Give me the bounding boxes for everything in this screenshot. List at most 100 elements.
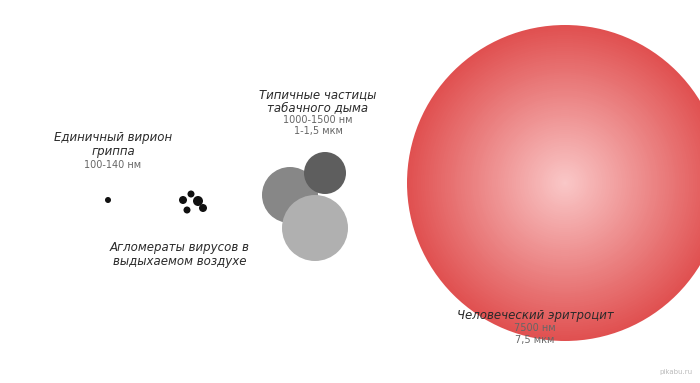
Text: pikabu.ru: pikabu.ru xyxy=(660,369,693,375)
Text: 7500 нм: 7500 нм xyxy=(514,323,556,333)
Text: Агломераты вирусов в: Агломераты вирусов в xyxy=(110,242,250,254)
Circle shape xyxy=(179,196,187,204)
Circle shape xyxy=(528,146,603,221)
Circle shape xyxy=(492,110,638,256)
Circle shape xyxy=(425,43,700,323)
Circle shape xyxy=(451,69,680,298)
Text: 7,5 мкм: 7,5 мкм xyxy=(515,335,554,345)
Circle shape xyxy=(474,92,656,274)
Circle shape xyxy=(444,62,685,303)
Circle shape xyxy=(417,35,700,331)
Circle shape xyxy=(428,47,700,319)
Circle shape xyxy=(517,136,612,231)
Circle shape xyxy=(563,181,567,185)
Text: гриппа: гриппа xyxy=(91,146,135,159)
Circle shape xyxy=(494,112,636,254)
Circle shape xyxy=(557,175,573,191)
Circle shape xyxy=(551,169,579,197)
Circle shape xyxy=(476,94,654,272)
Circle shape xyxy=(430,49,699,317)
Circle shape xyxy=(553,171,577,195)
Circle shape xyxy=(496,114,634,252)
Circle shape xyxy=(183,206,190,213)
Circle shape xyxy=(193,196,203,206)
Circle shape xyxy=(433,51,697,315)
Circle shape xyxy=(447,64,683,301)
Text: Единичный вирион: Единичный вирион xyxy=(54,131,172,144)
Circle shape xyxy=(516,134,615,232)
Circle shape xyxy=(413,31,700,335)
Text: 1-1,5 мкм: 1-1,5 мкм xyxy=(293,126,342,136)
Circle shape xyxy=(421,39,700,327)
Circle shape xyxy=(188,190,195,198)
Circle shape xyxy=(423,41,700,325)
Circle shape xyxy=(470,88,660,278)
Circle shape xyxy=(440,59,690,308)
Circle shape xyxy=(526,144,605,223)
Circle shape xyxy=(498,116,632,250)
Circle shape xyxy=(538,155,593,211)
Circle shape xyxy=(482,100,648,266)
Circle shape xyxy=(473,90,658,276)
Circle shape xyxy=(478,96,652,270)
Circle shape xyxy=(415,33,700,333)
Circle shape xyxy=(480,98,650,268)
Circle shape xyxy=(439,57,692,309)
Circle shape xyxy=(437,55,694,311)
Circle shape xyxy=(519,137,610,228)
Circle shape xyxy=(282,195,348,261)
Circle shape xyxy=(484,102,646,264)
Circle shape xyxy=(456,74,673,291)
Circle shape xyxy=(543,161,587,205)
Text: Типичные частицы: Типичные частицы xyxy=(259,88,377,101)
Circle shape xyxy=(555,173,575,193)
Circle shape xyxy=(504,122,626,244)
Circle shape xyxy=(510,128,620,238)
Circle shape xyxy=(508,126,622,240)
Circle shape xyxy=(502,120,628,246)
Circle shape xyxy=(533,151,596,214)
Circle shape xyxy=(541,159,589,207)
Circle shape xyxy=(500,118,630,248)
Circle shape xyxy=(427,45,700,321)
Circle shape xyxy=(486,104,644,262)
Circle shape xyxy=(561,179,569,187)
Circle shape xyxy=(539,157,591,209)
Circle shape xyxy=(409,27,700,339)
Circle shape xyxy=(419,37,700,329)
Circle shape xyxy=(466,84,664,282)
Circle shape xyxy=(464,82,666,284)
Circle shape xyxy=(452,70,678,296)
Circle shape xyxy=(462,80,668,286)
Circle shape xyxy=(442,61,687,306)
Circle shape xyxy=(490,108,640,258)
Circle shape xyxy=(262,167,318,223)
Text: выдыхаемом воздухе: выдыхаемом воздухе xyxy=(113,254,246,267)
Circle shape xyxy=(304,152,346,194)
Circle shape xyxy=(531,149,598,216)
Circle shape xyxy=(468,86,662,280)
Circle shape xyxy=(524,142,606,224)
Text: табачного дыма: табачного дыма xyxy=(267,101,369,115)
Circle shape xyxy=(105,197,111,203)
Circle shape xyxy=(407,25,700,341)
Circle shape xyxy=(512,130,618,236)
Circle shape xyxy=(458,76,672,290)
Circle shape xyxy=(488,106,642,260)
Circle shape xyxy=(514,132,617,234)
Circle shape xyxy=(536,153,594,213)
Circle shape xyxy=(461,79,670,288)
Circle shape xyxy=(529,147,601,219)
Circle shape xyxy=(522,139,608,226)
Circle shape xyxy=(199,204,207,212)
Circle shape xyxy=(449,67,682,300)
Circle shape xyxy=(545,163,584,203)
Text: 1000-1500 нм: 1000-1500 нм xyxy=(284,115,353,125)
Text: Человеческий эритроцит: Человеческий эритроцит xyxy=(456,308,613,321)
Circle shape xyxy=(411,29,700,337)
Circle shape xyxy=(435,52,695,313)
Circle shape xyxy=(559,177,571,189)
Circle shape xyxy=(550,167,581,199)
Circle shape xyxy=(505,124,624,242)
Circle shape xyxy=(547,165,583,201)
